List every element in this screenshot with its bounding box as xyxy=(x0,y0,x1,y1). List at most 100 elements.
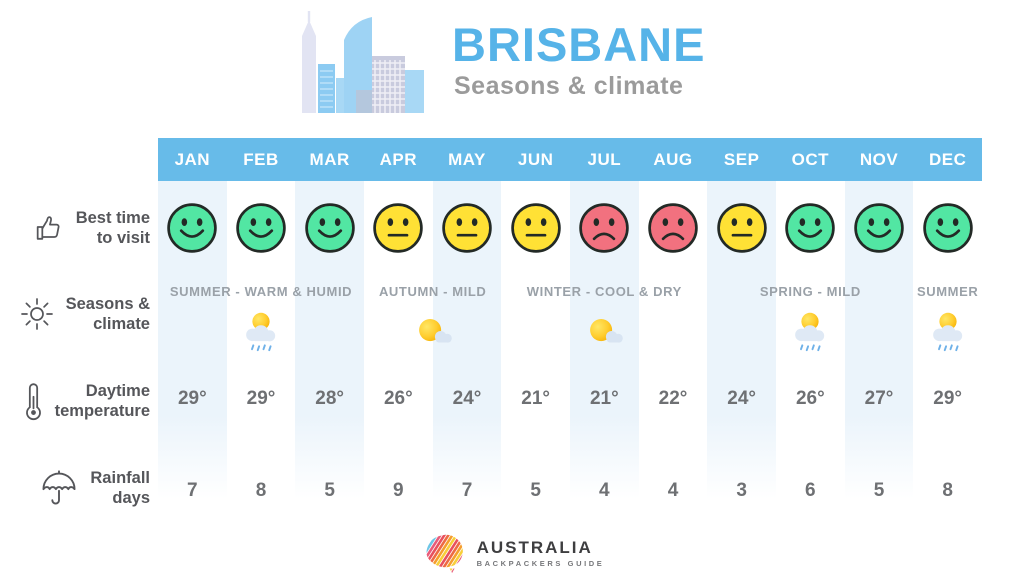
month-header-jul: JUL xyxy=(587,149,622,169)
season-weather-icon xyxy=(501,307,707,355)
header-title-block: BRISBANE Seasons & climate xyxy=(452,20,705,101)
season-weather-icon xyxy=(158,307,364,355)
rainfall-value-jan: 7 xyxy=(187,480,198,501)
city-skyline-illustration xyxy=(302,11,424,113)
season-label: SPRING - MILD xyxy=(759,284,861,299)
month-header-may: MAY xyxy=(448,149,486,169)
row-label-text: Daytime temperature xyxy=(54,381,150,420)
temperature-value-sep: 24° xyxy=(727,388,757,409)
rainfall-value-aug: 4 xyxy=(667,480,679,501)
page-title: BRISBANE xyxy=(452,18,706,71)
season-group-2: AUTUMN - MILD xyxy=(364,284,501,355)
sun-rain-icon xyxy=(795,312,825,352)
season-group-4: SPRING - MILD xyxy=(707,284,913,355)
thermometer-icon xyxy=(25,383,41,421)
umbrella-icon xyxy=(42,470,76,505)
face-neutral-icon xyxy=(442,203,492,253)
best-time-face-apr xyxy=(371,201,425,255)
face-sad-icon xyxy=(579,203,630,253)
best-time-face-dec xyxy=(921,201,975,255)
best-time-face-oct xyxy=(783,201,837,255)
temperature-value-jun: 21° xyxy=(521,388,551,409)
best-time-face-nov xyxy=(852,201,906,255)
best-time-face-jan xyxy=(165,201,219,255)
face-happy-icon xyxy=(304,203,355,253)
best-time-face-mar xyxy=(303,201,357,255)
row-label-text: Rainfall days xyxy=(90,468,150,507)
sun-icon xyxy=(20,298,53,330)
month-header-jan: JAN xyxy=(174,149,211,169)
face-happy-icon xyxy=(854,203,904,253)
month-header-dec: DEC xyxy=(928,149,967,169)
face-sad-icon xyxy=(648,203,698,253)
season-label: AUTUMN - MILD xyxy=(378,284,487,299)
row-label-text: Seasons & climate xyxy=(65,294,150,333)
climate-table: JAN FEB MAR APR MAY JUN JUL AUG SEP OCT NOV DEC SUM… xyxy=(158,138,982,510)
temperature-value-oct: 26° xyxy=(795,388,825,409)
season-label: SUMMER - WARM & HUMID xyxy=(169,284,353,299)
temperature-value-feb: 29° xyxy=(246,388,276,409)
face-neutral-icon xyxy=(373,203,424,253)
temperature-value-mar: 28° xyxy=(315,388,345,409)
row-label-daytime-temperature: Daytime temperature xyxy=(12,371,150,431)
thumbs-up-icon xyxy=(36,215,60,240)
rainfall-value-jun: 5 xyxy=(530,480,541,501)
best-time-face-jun xyxy=(509,201,563,255)
row-label-best-time: Best time to visit xyxy=(12,198,150,258)
season-label: SUMMER xyxy=(916,284,979,299)
best-time-row xyxy=(158,190,982,266)
row-label-text: Best time to visit xyxy=(75,208,150,247)
sun-rain-icon xyxy=(246,312,276,352)
season-weather-icon xyxy=(913,307,982,355)
month-header-apr: APR xyxy=(379,149,418,169)
rainfall-value-jul: 4 xyxy=(599,480,610,501)
rainfall-value-sep: 3 xyxy=(736,480,747,501)
month-header-jun: JUN xyxy=(517,149,554,169)
month-header-feb: FEB xyxy=(243,149,279,169)
rainfall-value-may: 7 xyxy=(461,480,473,501)
page-subtitle: Seasons & climate xyxy=(454,72,684,101)
month-header-mar: MAR xyxy=(309,149,350,169)
face-neutral-icon xyxy=(716,203,767,253)
face-happy-icon xyxy=(785,203,836,253)
temperature-value-nov: 27° xyxy=(864,388,894,409)
rainfall-value-nov: 5 xyxy=(873,480,885,501)
best-time-face-may xyxy=(440,201,494,255)
brand-subtitle: BACKPACKERS GUIDE xyxy=(476,558,605,568)
row-label-seasons-climate: Seasons & climate xyxy=(12,284,150,344)
temperature-value-aug: 22° xyxy=(658,388,688,409)
rainfall-value-dec: 8 xyxy=(942,480,953,501)
season-group-1: SUMMER - WARM & HUMID xyxy=(158,284,364,355)
temperature-row: 29° 29° 28° 26° 24° 21° 21° 22° 24° 26° 27° 29° xyxy=(158,384,982,414)
row-label-rainfall-days: Rainfall days xyxy=(12,458,150,518)
rainfall-value-mar: 5 xyxy=(324,480,335,501)
best-time-face-aug xyxy=(646,201,700,255)
month-header-oct: OCT xyxy=(791,149,830,169)
face-happy-icon xyxy=(922,203,973,253)
best-time-face-jul xyxy=(577,201,631,255)
month-header-aug: AUG xyxy=(653,149,693,169)
temperature-value-jan: 29° xyxy=(177,388,207,409)
month-header-nov: NOV xyxy=(859,149,899,169)
sun-cloud-icon xyxy=(590,319,624,343)
face-happy-icon xyxy=(236,203,286,253)
temperature-value-jul: 21° xyxy=(589,388,619,409)
sun-cloud-icon xyxy=(418,319,452,343)
australia-map-logo xyxy=(426,534,463,574)
rainfall-value-apr: 9 xyxy=(393,480,404,501)
brand-text: AUSTRALIA BACKPACKERS GUIDE xyxy=(477,539,605,568)
face-happy-icon xyxy=(167,203,218,253)
sun-rain-icon xyxy=(932,312,962,352)
rainfall-row: 7 8 5 9 7 5 4 4 3 6 5 8 xyxy=(158,476,982,506)
best-time-face-feb xyxy=(234,201,288,255)
temperature-value-apr: 26° xyxy=(383,388,413,409)
season-label: WINTER - COOL & DRY xyxy=(526,284,682,299)
temperature-value-dec: 29° xyxy=(933,388,963,409)
season-weather-icon xyxy=(364,307,501,355)
face-neutral-icon xyxy=(510,203,561,253)
rainfall-value-oct: 6 xyxy=(805,480,816,501)
month-header-row: JAN FEB MAR APR MAY JUN JUL AUG SEP OCT NOV DEC xyxy=(158,138,982,181)
brand-name: AUSTRALIA xyxy=(476,537,593,557)
season-group-5: SUMMER xyxy=(913,284,982,355)
